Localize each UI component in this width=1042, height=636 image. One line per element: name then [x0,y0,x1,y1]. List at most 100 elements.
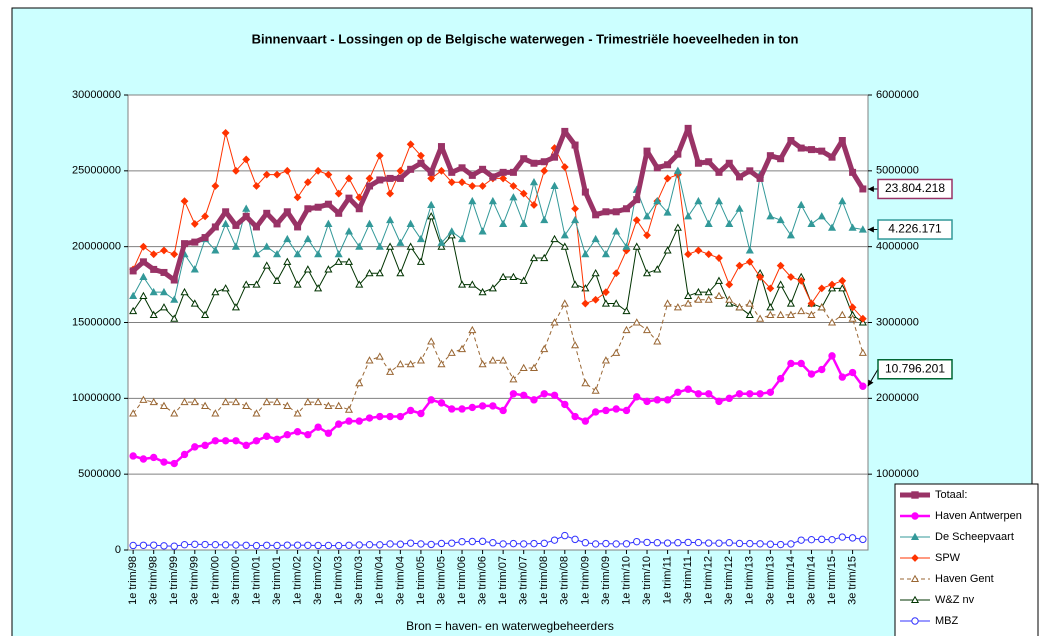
marker [828,352,836,360]
marker [386,540,394,548]
marker [797,536,805,544]
marker [766,212,775,220]
marker [807,370,816,378]
marker [704,390,713,398]
marker [911,554,919,562]
x-tick-label: 3e trim/08 [559,556,571,605]
x-tick-label: 1e trim/08 [538,556,550,605]
marker [139,395,148,403]
marker [406,539,415,547]
marker [828,280,836,289]
marker [263,541,271,549]
marker [406,359,415,368]
marker [858,314,867,323]
marker [509,539,518,548]
marker [725,299,734,307]
legend-label: Haven Gent [935,573,994,585]
marker [170,276,178,284]
marker [612,348,621,356]
marker [221,437,230,445]
marker [365,540,374,549]
marker [509,375,518,383]
marker [910,595,920,604]
marker [519,391,528,399]
marker [643,231,651,240]
marker [776,374,785,383]
marker [324,401,333,409]
marker [653,539,662,547]
marker [396,166,405,175]
marker [180,450,189,459]
marker [499,168,507,176]
marker [417,159,425,167]
marker [252,409,261,417]
marker [550,234,559,243]
marker [797,200,806,209]
marker [673,303,682,311]
marker [478,537,487,546]
marker [550,391,559,399]
marker [376,176,384,184]
marker [848,368,857,377]
marker [242,204,251,212]
marker [745,299,754,307]
marker [736,173,744,181]
marker [715,397,723,406]
marker [838,196,847,205]
marker [612,540,620,548]
marker [694,295,703,303]
marker [673,166,682,174]
marker [642,325,652,334]
marker [170,409,179,417]
marker [437,238,446,246]
marker [417,151,425,160]
series [129,352,867,468]
marker [632,318,641,326]
marker [293,280,302,288]
marker [211,287,220,296]
marker [653,337,662,345]
marker [386,367,395,375]
marker [612,405,620,413]
marker [201,234,209,242]
marker [561,400,569,409]
x-tick-label: 3e trim/14 [805,556,817,605]
series [129,531,867,550]
marker [344,227,354,235]
marker [632,216,641,225]
marker [529,177,539,186]
marker [488,356,497,364]
y-tick-label: 5000000 [78,468,121,480]
marker [509,390,518,398]
marker [714,196,724,205]
marker [159,287,169,296]
marker [242,212,250,220]
marker [160,458,168,466]
marker [766,388,775,396]
marker [838,373,847,381]
marker [787,137,795,144]
annotation-arrowhead [867,185,874,192]
marker [396,174,404,182]
marker [160,542,168,550]
marker [674,539,682,547]
marker [293,428,302,436]
marker [911,617,919,625]
marker [776,310,785,318]
marker [211,437,220,445]
marker [499,174,508,183]
marker [448,539,456,547]
marker [838,276,847,285]
marker [427,212,436,220]
legend-label: W&Z nv [935,594,975,606]
marker [786,310,795,318]
marker [858,225,867,233]
marker [550,536,559,544]
marker [365,219,374,227]
marker [478,402,487,410]
marker [149,453,158,462]
legend-label: SPW [935,552,961,564]
marker [561,531,569,540]
marker [633,196,641,204]
marker [190,265,199,273]
